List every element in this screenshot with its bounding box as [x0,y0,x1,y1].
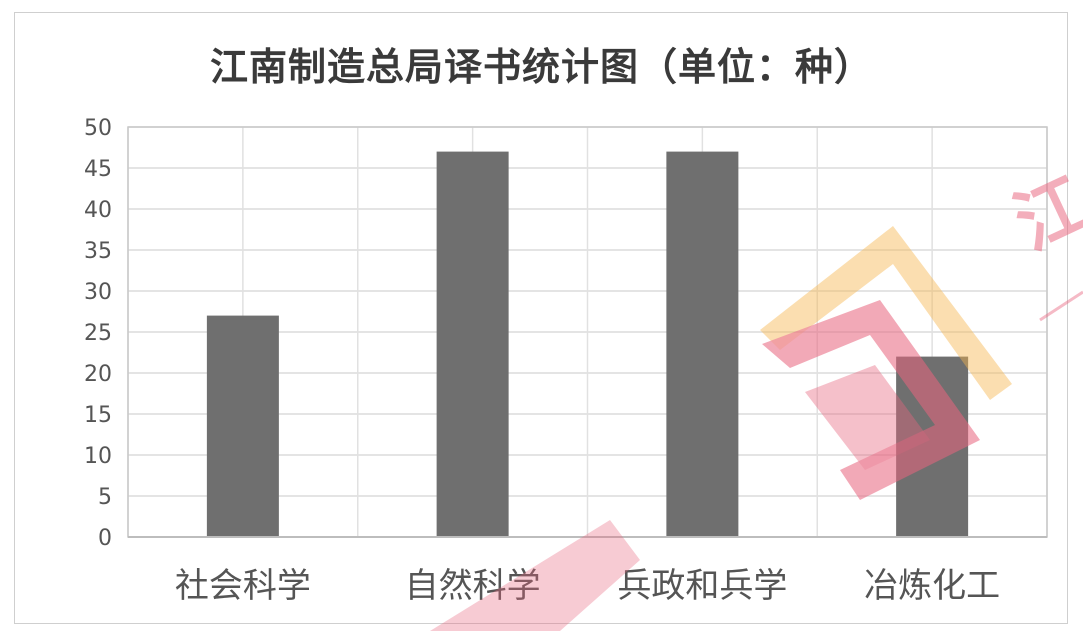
watermark-frame [762,300,980,500]
y-tick-label: 20 [84,362,112,387]
y-tick-label: 15 [84,403,112,428]
y-tick-label: 40 [84,198,112,223]
x-tick-label: 兵政和兵学 [617,566,787,606]
y-tick-label: 10 [84,444,112,469]
watermark-chevron [760,226,1012,400]
watermark-stroke [1039,290,1083,322]
x-tick-label: 自然科学 [405,566,541,606]
x-tick-label: 冶炼化工 [864,566,1000,606]
y-tick-label: 45 [84,157,112,182]
watermark-fragment [430,520,640,631]
bar-3 [666,151,739,537]
y-tick-label: 25 [84,321,112,346]
x-tick-label: 社会科学 [175,566,311,606]
y-tick-label: 0 [98,526,112,551]
bar-1 [206,315,279,537]
bar-2 [436,151,509,537]
axes: 0 5 10 15 20 25 30 35 40 45 50 社会科学 自然科学 兵政和兵学 冶炼化工 [84,116,1047,606]
y-tick-label: 35 [84,239,112,264]
watermark-logo: 江 [430,162,1083,631]
y-tick-label: 50 [84,116,112,141]
watermark-inner [805,365,930,470]
y-tick-label: 5 [98,485,112,510]
y-tick-label: 30 [84,280,112,305]
chart-title: 江南制造总局译书统计图（单位：种） [209,45,873,89]
